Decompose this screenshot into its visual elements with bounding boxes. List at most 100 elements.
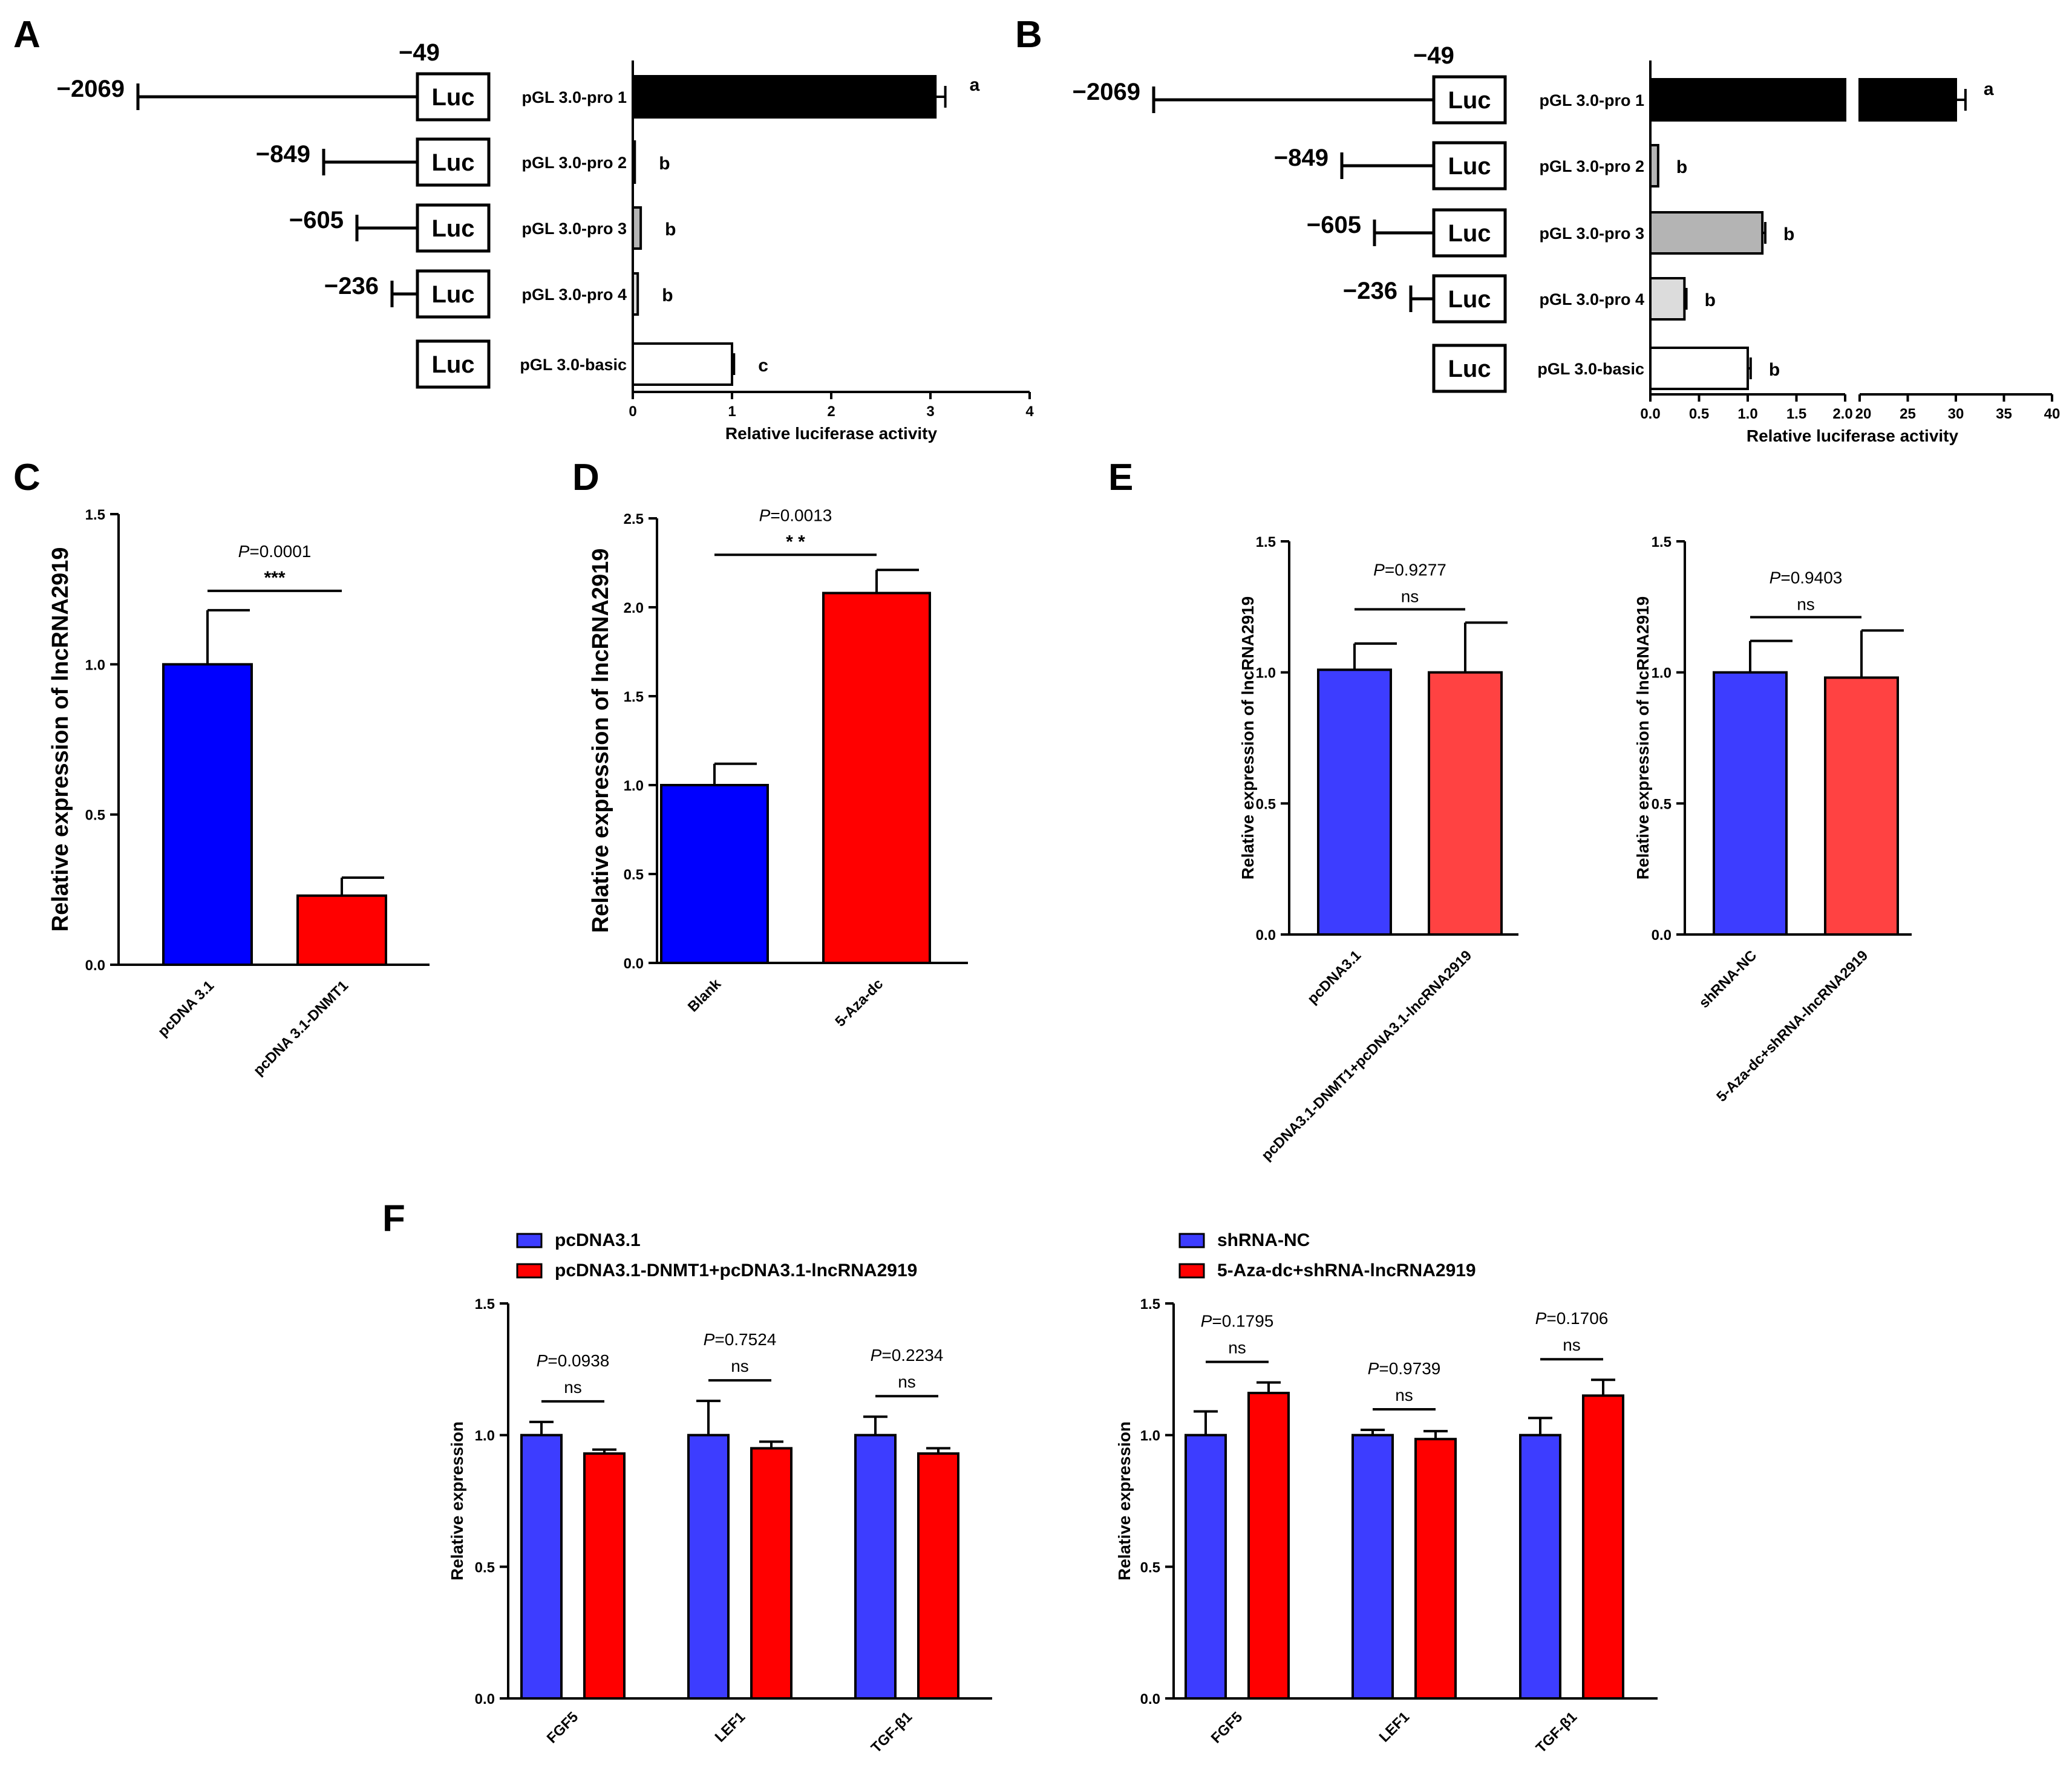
bar-D-2 xyxy=(822,592,931,964)
bar-E1-1 xyxy=(1317,668,1392,936)
x-category-label-F1-3: TGF-β1 xyxy=(868,1709,915,1756)
y-axis-label-F1: Relative expression xyxy=(448,1421,466,1580)
promoter-position-B-3: −605 xyxy=(1307,212,1361,238)
x-tick-label-B2-1: 25 xyxy=(1900,406,1916,422)
construct-name-A-3: pGL 3.0-pro 3 xyxy=(521,220,627,238)
y-tick-label-C-3: 1.5 xyxy=(85,507,105,523)
y-tick-label-F2-1: 0.5 xyxy=(1140,1559,1160,1576)
sig-mark-E1: ns xyxy=(1401,587,1419,605)
construct-name-B-5: pGL 3.0-basic xyxy=(1537,360,1644,378)
y-tick-label-F1-0: 0.0 xyxy=(475,1691,495,1707)
x-category-label-F1-1: FGF5 xyxy=(544,1709,581,1746)
bar-D-1 xyxy=(660,784,769,964)
bar-F2-TGF-β1-s2 xyxy=(1582,1394,1624,1700)
x-axis-label-A: Relative luciferase activity xyxy=(725,424,938,443)
panel-label-A: A xyxy=(13,14,41,56)
luc-label-A-4: Luc xyxy=(431,281,474,308)
x-tick-label-A-0: 0 xyxy=(629,403,636,420)
y-tick-label-F2-3: 1.5 xyxy=(1140,1296,1160,1313)
x-category-label-E2-1: shRNA-NC xyxy=(1696,947,1760,1011)
luc-box-B-4 xyxy=(1432,274,1507,324)
panel-label-C: C xyxy=(13,457,41,498)
sig-letter-A-4: b xyxy=(662,285,673,305)
y-tick-label-F1-2: 1.0 xyxy=(475,1428,495,1444)
x-tick-label-B1-3: 1.5 xyxy=(1786,406,1806,422)
promoter-position-A-4: −236 xyxy=(324,273,379,299)
bar-F1-FGF5-s2 xyxy=(583,1452,626,1700)
sig-mark-D: * * xyxy=(786,532,805,552)
y-tick-label-E2-2: 1.0 xyxy=(1652,665,1672,682)
luc-label-A-2: Luc xyxy=(431,149,474,176)
y-tick-label-D-5: 2.5 xyxy=(624,511,644,527)
bar-B-5 xyxy=(1649,347,1749,390)
bar-F1-FGF5-s1 xyxy=(520,1433,563,1700)
legend-swatch-F1-1 xyxy=(516,1233,543,1248)
y-tick-label-E1-3: 1.5 xyxy=(1256,534,1276,550)
luc-label-A-1: Luc xyxy=(431,84,474,111)
construct-name-A-2: pGL 3.0-pro 2 xyxy=(521,154,627,172)
bar-F1-TGF-β1-s2 xyxy=(917,1452,959,1700)
luc-label-B-4: Luc xyxy=(1448,286,1491,313)
construct-name-B-1: pGL 3.0-pro 1 xyxy=(1539,91,1644,109)
y-tick-label-E1-1: 0.5 xyxy=(1256,796,1276,812)
y-tick-label-D-3: 1.5 xyxy=(624,689,644,705)
bar-A-1 xyxy=(632,75,937,119)
x-tick-label-B1-2: 1.0 xyxy=(1737,406,1757,422)
x-tick-label-A-2: 2 xyxy=(827,403,835,420)
p-value-F2-TGF-β1: P=0.1706 xyxy=(1535,1309,1609,1328)
y-tick-label-D-1: 0.5 xyxy=(624,867,644,883)
legend-label-F1-2: pcDNA3.1-DNMT1+pcDNA3.1-lncRNA2919 xyxy=(555,1261,917,1280)
upstream-position-B: −49 xyxy=(1413,42,1454,69)
luc-label-A-5: Luc xyxy=(431,351,474,378)
panel-label-E: E xyxy=(1108,457,1133,498)
panel-label-D: D xyxy=(572,457,600,498)
bar-C-2 xyxy=(296,894,387,967)
y-tick-label-C-0: 0.0 xyxy=(85,957,105,974)
luc-box-B-3 xyxy=(1432,208,1507,258)
construct-name-A-1: pGL 3.0-pro 1 xyxy=(521,88,627,106)
bar-E2-2 xyxy=(1824,676,1899,936)
luc-label-A-3: Luc xyxy=(431,215,474,242)
y-tick-label-F2-0: 0.0 xyxy=(1140,1691,1160,1707)
luc-box-A-3 xyxy=(416,203,491,253)
sig-mark-F1-FGF5: ns xyxy=(564,1378,582,1397)
construct-name-B-4: pGL 3.0-pro 4 xyxy=(1539,290,1644,308)
x-axis-label-B: Relative luciferase activity xyxy=(1747,426,1959,445)
luc-label-B-3: Luc xyxy=(1448,220,1491,247)
bar-E2-1 xyxy=(1713,671,1788,936)
y-axis-label-F2: Relative expression xyxy=(1115,1421,1134,1580)
luc-box-A-4 xyxy=(416,269,491,319)
p-value-F1-LEF1: P=0.7524 xyxy=(704,1330,777,1349)
luc-box-B-5 xyxy=(1432,344,1507,393)
sig-letter-B-1: a xyxy=(1984,79,1994,99)
x-tick-label-A-3: 3 xyxy=(926,403,934,420)
bar-B-1-seg2 xyxy=(1858,78,1957,122)
sig-letter-B-4: b xyxy=(1705,290,1716,310)
luc-box-A-2 xyxy=(416,137,491,187)
y-tick-label-F2-2: 1.0 xyxy=(1140,1428,1160,1444)
x-category-label-D-1: Blank xyxy=(685,976,725,1016)
sig-mark-F2-FGF5: ns xyxy=(1228,1339,1246,1357)
p-value-E1: P=0.9277 xyxy=(1373,560,1446,579)
luc-label-B-5: Luc xyxy=(1448,356,1491,382)
y-axis-label-C: Relative expression of lncRNA2919 xyxy=(48,547,73,932)
promoter-position-B-4: −236 xyxy=(1343,278,1397,304)
legend-label-F2-1: shRNA-NC xyxy=(1217,1230,1310,1250)
x-category-label-E1-1: pcDNA3.1 xyxy=(1304,947,1364,1007)
sig-letter-A-3: b xyxy=(665,220,676,240)
luc-label-B-1: Luc xyxy=(1448,87,1491,114)
promoter-position-B-2: −849 xyxy=(1274,145,1328,171)
construct-name-B-3: pGL 3.0-pro 3 xyxy=(1539,224,1644,243)
luc-label-B-2: Luc xyxy=(1448,153,1491,180)
x-category-label-F2-3: TGF-β1 xyxy=(1533,1709,1580,1756)
bar-C-1 xyxy=(162,663,253,967)
p-value-F1-TGF-β1: P=0.2234 xyxy=(871,1346,944,1365)
upstream-position-A: −49 xyxy=(399,39,440,66)
sig-letter-A-5: c xyxy=(758,356,768,376)
sig-letter-A-2: b xyxy=(659,154,670,174)
x-tick-label-B2-2: 30 xyxy=(1948,406,1964,422)
x-tick-label-A-4: 4 xyxy=(1025,403,1034,420)
panel-label-F: F xyxy=(382,1198,405,1239)
y-axis-label-D: Relative expression of lncRNA2919 xyxy=(588,549,613,933)
construct-name-A-5: pGL 3.0-basic xyxy=(520,356,627,374)
